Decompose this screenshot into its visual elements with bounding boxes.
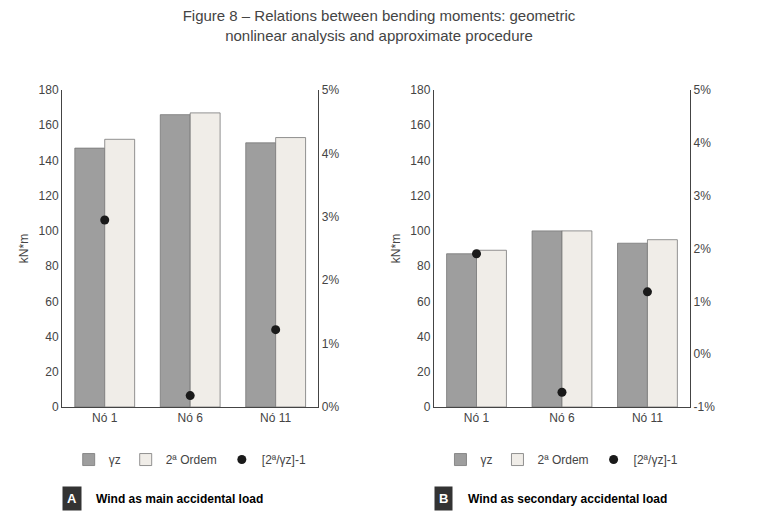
- svg-text:1%: 1%: [322, 337, 340, 351]
- svg-text:80: 80: [417, 259, 431, 273]
- svg-text:20: 20: [45, 365, 59, 379]
- svg-text:0%: 0%: [694, 347, 712, 361]
- svg-text:Nó 6: Nó 6: [549, 411, 575, 425]
- svg-text:40: 40: [45, 330, 59, 344]
- svg-text:1%: 1%: [694, 295, 712, 309]
- svg-text:B: B: [439, 491, 448, 506]
- svg-text:100: 100: [39, 224, 59, 238]
- svg-text:Nó 11: Nó 11: [260, 411, 291, 425]
- svg-text:120: 120: [39, 189, 59, 203]
- svg-text:4%: 4%: [694, 136, 712, 150]
- svg-text:120: 120: [410, 189, 430, 203]
- svg-text:0: 0: [424, 400, 431, 414]
- svg-text:60: 60: [417, 295, 431, 309]
- svg-text:Nó 11: Nó 11: [632, 411, 663, 425]
- svg-text:100: 100: [410, 224, 430, 238]
- svg-text:20: 20: [417, 365, 431, 379]
- svg-text:γz: γz: [480, 453, 492, 467]
- svg-text:2ª Ordem: 2ª Ordem: [537, 453, 588, 467]
- svg-text:-1%: -1%: [694, 400, 716, 414]
- svg-text:3%: 3%: [322, 210, 340, 224]
- svg-text:40: 40: [417, 330, 431, 344]
- svg-text:140: 140: [410, 154, 430, 168]
- svg-text:140: 140: [39, 154, 59, 168]
- svg-text:180: 180: [39, 83, 59, 97]
- svg-text:[2ª/γz]-1: [2ª/γz]-1: [634, 453, 678, 467]
- svg-text:180: 180: [410, 83, 430, 97]
- svg-text:5%: 5%: [322, 83, 340, 97]
- svg-text:γz: γz: [109, 453, 121, 467]
- svg-text:2ª Ordem: 2ª Ordem: [166, 453, 217, 467]
- svg-text:Nó 1: Nó 1: [464, 411, 490, 425]
- svg-text:kN*m: kN*m: [389, 234, 403, 263]
- svg-text:0: 0: [52, 400, 59, 414]
- svg-text:Nó 6: Nó 6: [178, 411, 204, 425]
- svg-text:kN*m: kN*m: [17, 234, 31, 263]
- svg-text:160: 160: [39, 118, 59, 132]
- svg-text:Wind as secondary accidental l: Wind as secondary accidental load: [468, 492, 667, 506]
- svg-text:160: 160: [410, 118, 430, 132]
- svg-text:[2ª/γz]-1: [2ª/γz]-1: [262, 453, 306, 467]
- svg-text:0%: 0%: [322, 400, 340, 414]
- svg-text:A: A: [67, 491, 77, 506]
- svg-text:4%: 4%: [322, 147, 340, 161]
- svg-text:Wind as main accidental load: Wind as main accidental load: [96, 492, 263, 506]
- svg-text:2%: 2%: [322, 273, 340, 287]
- svg-text:3%: 3%: [694, 189, 712, 203]
- svg-text:2%: 2%: [694, 242, 712, 256]
- svg-text:Nó 1: Nó 1: [92, 411, 118, 425]
- svg-text:Figure 8 – Relations between b: Figure 8 – Relations between bending mom…: [183, 7, 576, 44]
- svg-text:60: 60: [45, 295, 59, 309]
- svg-text:5%: 5%: [694, 83, 712, 97]
- svg-text:80: 80: [45, 259, 59, 273]
